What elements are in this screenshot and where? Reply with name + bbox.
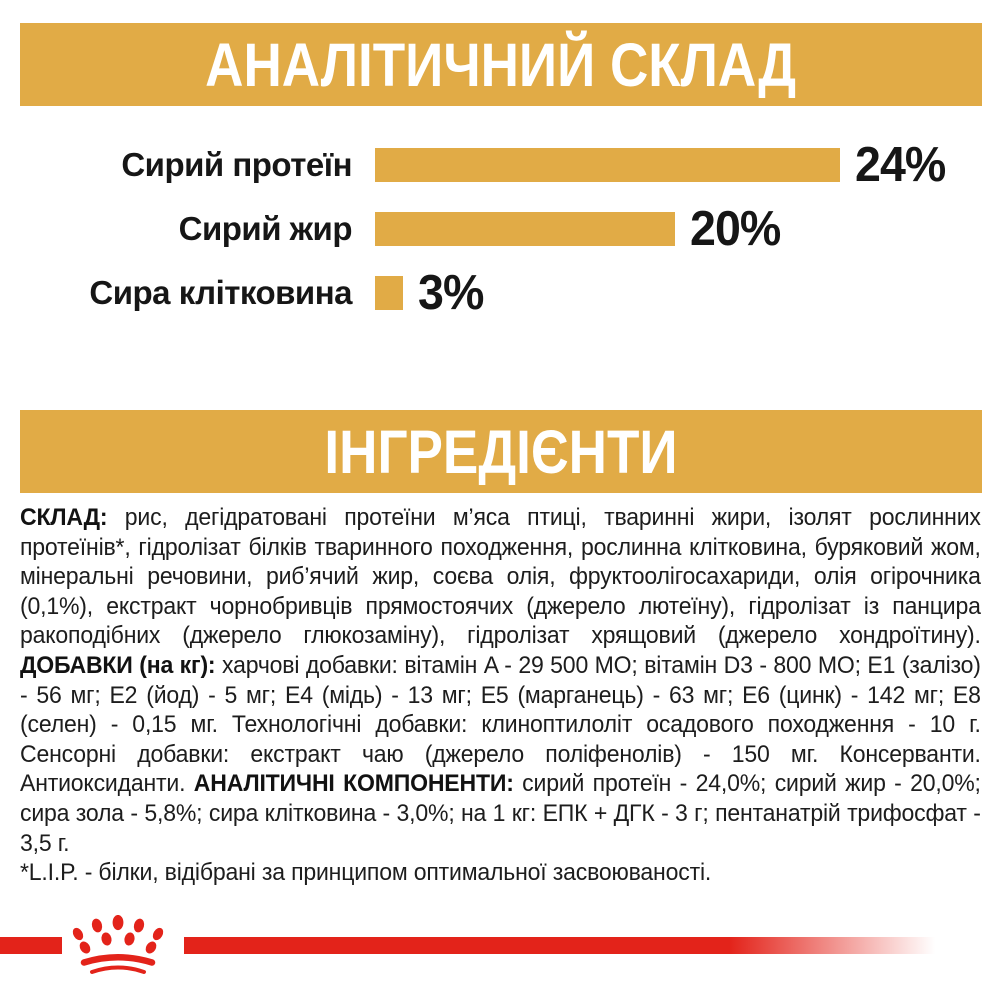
ingredients-section-banner: ІНГРЕДІЄНТИ	[20, 410, 982, 493]
red-stripe-divider	[0, 937, 935, 954]
royal-canin-crown-icon	[72, 915, 164, 974]
analytical-section-title: АНАЛІТИЧНИЙ СКЛАД	[205, 30, 797, 99]
chart-bar	[375, 276, 403, 310]
composition-list: рис, дегідратовані протеїни м’яса птиці,…	[20, 504, 981, 650]
chart-row: Сира клітковина 3%	[0, 266, 1000, 320]
lip-footnote: *L.I.P. - білки, відібрані за принципом …	[20, 859, 712, 887]
composition-text-block: СКЛАД: рис, дегідратовані протеїни м’яса…	[20, 503, 981, 888]
chart-category-label: Сирий протеїн	[121, 146, 352, 183]
additives-list: харчові добавки: вітамін A - 29 500 МО; …	[20, 651, 981, 798]
analytical-composition-chart: Сирий протеїн 24% Сирий жир 20% Сира клі…	[0, 138, 1000, 340]
additives-label: ДОБАВКИ (на кг):	[20, 651, 223, 679]
chart-category-label: Сира клітковина	[89, 274, 352, 311]
chart-row: Сирий протеїн 24%	[0, 138, 1000, 192]
analytical-components-label: АНАЛІТИЧНІ КОМПОНЕНТИ:	[193, 770, 523, 798]
chart-value-label: 24%	[855, 138, 946, 192]
chart-value-label: 20%	[690, 202, 781, 256]
analytical-section-banner: АНАЛІТИЧНИЙ СКЛАД	[20, 23, 982, 106]
chart-category-label: Сирий жир	[178, 210, 353, 247]
chart-bar	[375, 148, 840, 182]
chart-row: Сирий жир 20%	[0, 202, 1000, 256]
analytical-components-list: сирий протеїн - 24,0%; сирий жир - 20,0%…	[20, 770, 981, 857]
composition-paragraph: СКЛАД: рис, дегідратовані протеїни м’яса…	[20, 503, 981, 858]
chart-value-label: 3%	[418, 266, 484, 320]
composition-label: СКЛАД:	[20, 504, 125, 531]
ingredients-section-title: ІНГРЕДІЄНТИ	[324, 417, 678, 486]
chart-bar	[375, 212, 675, 246]
